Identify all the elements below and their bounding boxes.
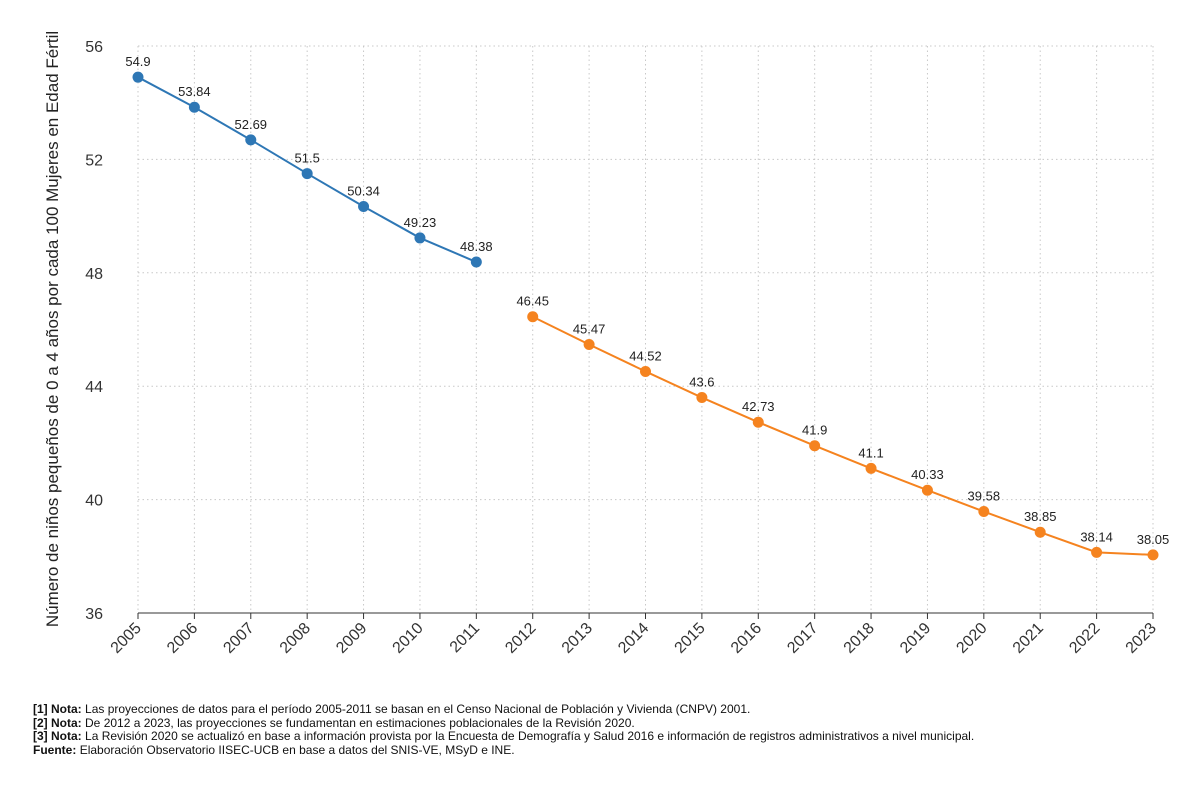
note-label: [1] Nota: xyxy=(33,702,82,716)
data-point xyxy=(188,101,200,113)
data-point xyxy=(809,440,821,452)
data-label: 51.5 xyxy=(295,151,320,166)
y-tick-label: 44 xyxy=(85,379,103,396)
data-point xyxy=(1147,549,1159,561)
data-label: 38.85 xyxy=(1024,509,1057,524)
note-label: [2] Nota: xyxy=(33,715,82,730)
data-label: 40.33 xyxy=(911,467,944,482)
note-text: Las proyecciones de datos para el períod… xyxy=(85,702,751,716)
data-label: 38.05 xyxy=(1137,532,1170,547)
data-point xyxy=(865,462,877,474)
data-point xyxy=(245,134,257,146)
x-tick-label: 2020 xyxy=(953,620,990,657)
y-axis-label: Número de niños pequeños de 0 a 4 años p… xyxy=(43,31,62,627)
data-label: 48.38 xyxy=(460,239,493,254)
y-tick-label: 40 xyxy=(85,493,103,510)
data-point xyxy=(921,484,933,496)
data-point xyxy=(696,392,708,404)
data-label: 53.84 xyxy=(178,84,211,99)
data-label: 54.9 xyxy=(125,54,150,69)
data-label: 45.47 xyxy=(573,322,606,337)
note-2: [2] Nota: De 2012 a 2023, las proyeccion… xyxy=(33,715,1183,731)
data-point xyxy=(583,339,595,351)
y-tick-label: 36 xyxy=(85,606,103,623)
series xyxy=(132,71,1159,561)
footnotes: [1] Nota: Las proyecciones de datos para… xyxy=(33,702,1183,758)
note-text: La Revisión 2020 se actualizó en base a … xyxy=(85,729,975,743)
note-label: [3] Nota: xyxy=(33,729,82,743)
data-label: 50.34 xyxy=(347,183,380,198)
source-label: Fuente: xyxy=(33,742,77,757)
x-tick-label: 2015 xyxy=(672,620,709,657)
data-label: 43.6 xyxy=(689,375,714,390)
x-tick-label: 2017 xyxy=(784,620,821,657)
note-1: [1] Nota: Las proyecciones de datos para… xyxy=(33,702,1183,717)
data-point xyxy=(414,232,426,244)
x-tick-label: 2019 xyxy=(897,620,934,657)
axes: 36 40 44 48 52 56 2005 2006 2007 2008 2009 2010 2011… xyxy=(85,39,1160,657)
data-point xyxy=(470,256,482,268)
y-tick-label: 56 xyxy=(85,39,103,56)
line-chart: 36 40 44 48 52 56 2005 2006 2007 2008 2009 2010 2011… xyxy=(43,31,1169,657)
data-label: 41.1 xyxy=(858,445,883,460)
data-labels: 54.9 53.84 52.69 51.5 50.34 49.23 48.38 46.45 45… xyxy=(125,54,1169,547)
x-tick-label: 2009 xyxy=(333,620,370,657)
data-label: 44.52 xyxy=(629,348,662,363)
x-tick-label: 2010 xyxy=(390,620,427,657)
data-point xyxy=(752,416,764,428)
x-tick-label: 2016 xyxy=(728,620,765,657)
x-tick-label: 2013 xyxy=(559,620,596,657)
data-label: 39.58 xyxy=(968,489,1001,504)
source-text: Elaboración Observatorio IISEC-UCB en ba… xyxy=(79,742,515,757)
note-text: De 2012 a 2023, las proyecciones se fund… xyxy=(85,715,635,730)
x-tick-label: 2006 xyxy=(164,620,201,657)
x-tick-label: 2023 xyxy=(1123,620,1160,657)
x-tick-label: 2021 xyxy=(1010,620,1047,657)
chart-area: 36 40 44 48 52 56 2005 2006 2007 2008 2009 2010 2011… xyxy=(43,31,1169,657)
x-tick-label: 2018 xyxy=(841,620,878,657)
data-point xyxy=(1091,546,1103,558)
data-point xyxy=(301,168,313,180)
x-tick-label: 2008 xyxy=(277,620,314,657)
data-point xyxy=(1034,526,1046,538)
data-label: 41.9 xyxy=(802,423,827,438)
data-point xyxy=(358,200,370,212)
x-tick-label: 2005 xyxy=(108,620,145,657)
gridlines xyxy=(137,45,1154,614)
data-point xyxy=(640,365,651,377)
data-label: 49.23 xyxy=(404,215,437,230)
data-label: 42.73 xyxy=(742,399,775,414)
source-note: Fuente: Elaboración Observatorio IISEC-U… xyxy=(33,742,1183,758)
data-point xyxy=(132,71,144,83)
x-tick-label: 2014 xyxy=(615,620,652,657)
series-line-2 xyxy=(532,315,1154,556)
x-tick-label: 2007 xyxy=(220,620,257,657)
note-3: [3] Nota: La Revisión 2020 se actualizó … xyxy=(33,729,1183,744)
x-tick-label: 2011 xyxy=(447,620,483,656)
y-tick-label: 52 xyxy=(85,152,103,169)
data-point xyxy=(527,311,539,323)
x-tick-label: 2012 xyxy=(502,620,539,657)
data-point xyxy=(978,506,990,518)
data-label: 38.14 xyxy=(1080,529,1113,544)
data-label: 52.69 xyxy=(235,117,268,132)
x-tick-label: 2022 xyxy=(1066,620,1103,657)
data-label: 46.45 xyxy=(516,294,549,309)
y-tick-label: 48 xyxy=(85,266,103,283)
